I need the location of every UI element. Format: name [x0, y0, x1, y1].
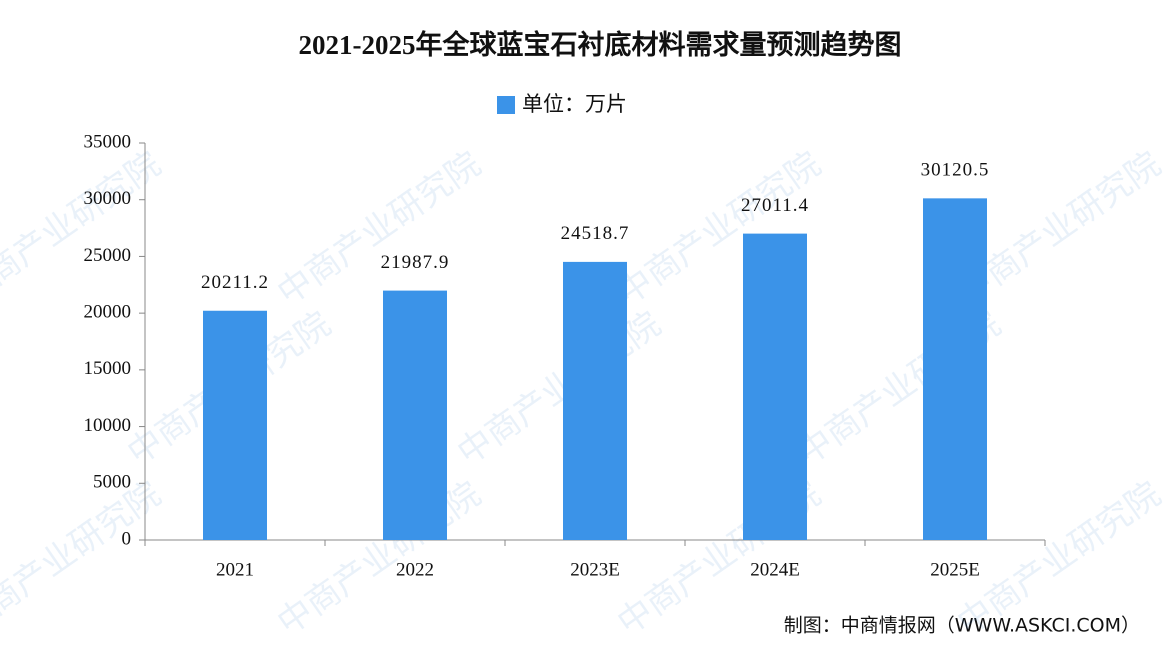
chart-title: 2021-2025年全球蓝宝石衬底材料需求量预测趋势图	[299, 29, 902, 60]
data-label: 21987.9	[381, 252, 450, 273]
legend-label: 单位：万片	[522, 92, 627, 116]
y-tick-label: 25000	[84, 245, 132, 266]
bar	[563, 261, 627, 540]
data-label: 24518.7	[561, 223, 630, 244]
x-tick-label: 2023E	[570, 559, 620, 580]
y-tick-label: 35000	[84, 131, 132, 152]
data-label: 30120.5	[921, 160, 990, 181]
data-label: 20211.2	[201, 272, 269, 293]
data-label: 27011.4	[741, 195, 809, 216]
y-tick-label: 30000	[84, 188, 132, 209]
x-tick-label: 2025E	[930, 559, 980, 580]
source-note: 制图：中商情报网（WWW.ASKCI.COM）	[784, 615, 1140, 637]
x-tick-label: 2022	[396, 559, 434, 580]
x-tick-label: 2021	[216, 559, 254, 580]
y-tick-label: 0	[122, 528, 132, 549]
y-tick-label: 5000	[93, 472, 131, 493]
y-tick-label: 20000	[84, 302, 132, 323]
legend-swatch	[497, 96, 515, 114]
bar	[743, 233, 807, 540]
bar	[923, 198, 987, 540]
x-tick-label: 2024E	[750, 559, 800, 580]
bar	[203, 310, 267, 540]
y-tick-label: 15000	[84, 358, 132, 379]
bar	[383, 290, 447, 540]
y-tick-label: 10000	[84, 415, 132, 436]
